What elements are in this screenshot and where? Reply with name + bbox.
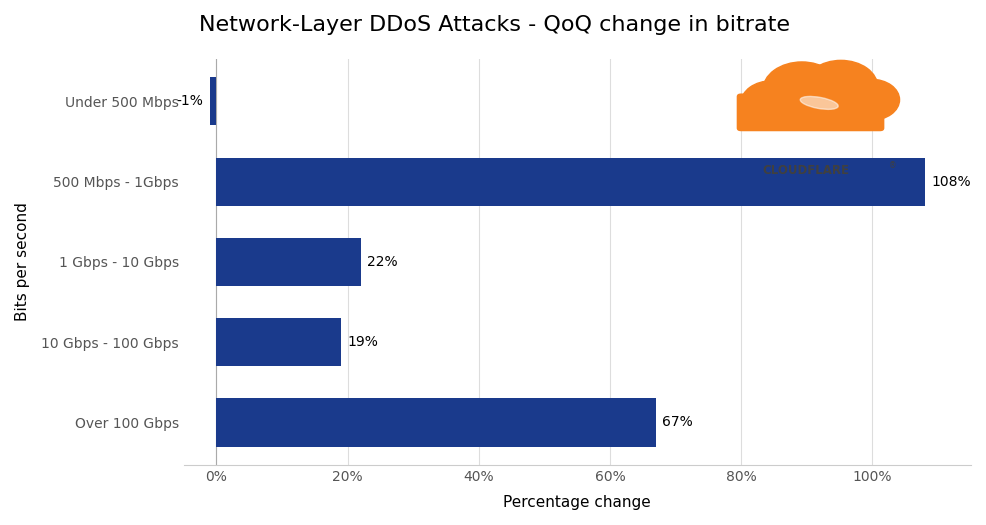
Y-axis label: Bits per second: Bits per second: [15, 203, 30, 321]
Circle shape: [842, 79, 898, 120]
Text: 19%: 19%: [347, 335, 378, 349]
Text: CLOUDFLARE: CLOUDFLARE: [762, 164, 849, 177]
Text: 22%: 22%: [367, 255, 397, 269]
Text: -1%: -1%: [176, 94, 203, 108]
Bar: [210, 77, 216, 125]
FancyBboxPatch shape: [736, 93, 883, 131]
Circle shape: [740, 81, 801, 125]
Text: ®: ®: [888, 161, 896, 171]
Text: Network-Layer DDoS Attacks - QoQ change in bitrate: Network-Layer DDoS Attacks - QoQ change …: [199, 15, 790, 35]
Text: 67%: 67%: [662, 415, 692, 429]
Bar: [216, 398, 655, 447]
Bar: [216, 238, 360, 286]
Circle shape: [762, 62, 840, 119]
Bar: [216, 318, 340, 366]
Ellipse shape: [800, 97, 837, 109]
Circle shape: [804, 60, 877, 114]
Bar: [216, 158, 924, 206]
X-axis label: Percentage change: Percentage change: [503, 495, 651, 510]
Text: 108%: 108%: [931, 175, 970, 188]
